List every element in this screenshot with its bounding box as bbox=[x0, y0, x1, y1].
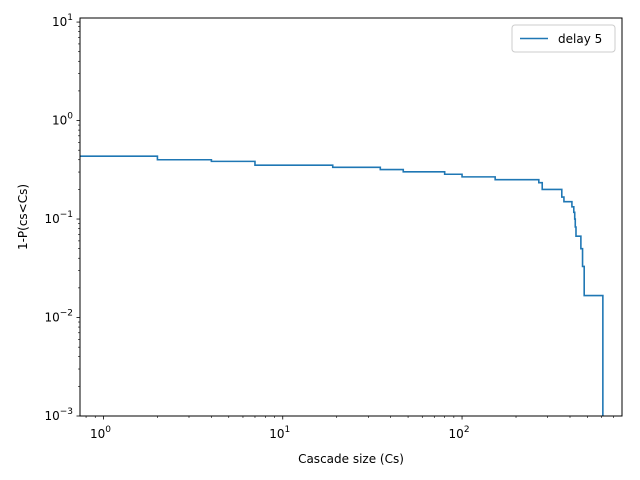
axes-frame bbox=[79, 17, 623, 417]
x-tick-label: 102 bbox=[449, 425, 470, 441]
x-tick-label: 101 bbox=[269, 425, 290, 441]
legend-box bbox=[511, 24, 616, 53]
y-tick-label: 10−1 bbox=[44, 210, 73, 226]
legend-label: delay 5 bbox=[558, 32, 602, 46]
y-tick-label: 100 bbox=[52, 112, 73, 128]
y-tick-label: 101 bbox=[52, 13, 73, 29]
series-line bbox=[80, 155, 604, 416]
legend: delay 5 bbox=[511, 24, 616, 53]
y-tick-label: 10−2 bbox=[44, 309, 73, 325]
y-tick-label: 10−3 bbox=[44, 407, 73, 423]
x-axis-label: Cascade size (Cs) bbox=[298, 452, 404, 466]
x-tick-label: 100 bbox=[90, 425, 111, 441]
y-axis-label: 1-P(cs<Cs) bbox=[16, 184, 30, 250]
ticks-layer: 100 101 102 10−3 10−2 10−1 100 101 bbox=[44, 13, 614, 441]
series-layer bbox=[80, 155, 604, 416]
